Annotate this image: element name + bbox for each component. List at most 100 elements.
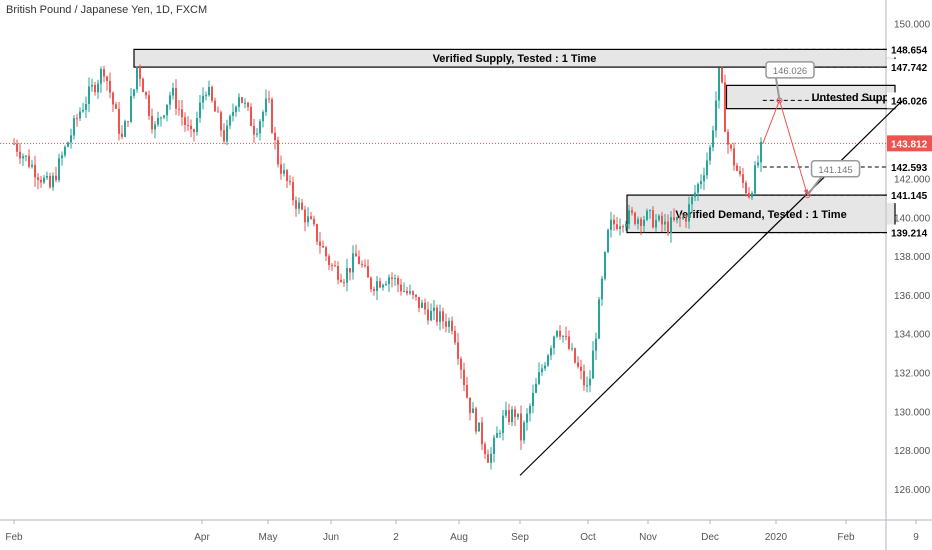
candle-body	[391, 277, 393, 279]
candle-body	[283, 170, 285, 174]
candle-body	[112, 92, 114, 105]
candle-body	[175, 87, 177, 109]
candle-body	[13, 143, 15, 145]
candle-body	[334, 265, 336, 267]
candle-body	[412, 291, 414, 295]
candle-body	[232, 112, 234, 116]
candle-body	[256, 133, 258, 135]
level-label: 142.593	[891, 163, 928, 174]
chart-title: British Pound / Japanese Yen, 1D, FXCM	[6, 4, 208, 16]
x-tick-label: Apr	[194, 532, 210, 543]
candle-body	[97, 83, 99, 93]
candle-body	[361, 263, 363, 266]
candle-body	[229, 115, 231, 126]
candle-body	[514, 409, 516, 417]
candle-body	[76, 118, 78, 120]
candle-body	[475, 408, 477, 432]
y-tick-label: 150.000	[894, 19, 931, 30]
candle-body	[181, 109, 183, 118]
candle-body	[574, 348, 576, 363]
candle-body	[136, 67, 138, 90]
candle-body	[376, 281, 378, 291]
candle-body	[379, 281, 381, 288]
candle-body	[160, 117, 162, 119]
candle-body	[607, 229, 609, 253]
candle-body	[370, 277, 372, 290]
candle-body	[640, 219, 642, 226]
zone-label: Untested Supply	[812, 92, 900, 104]
candle-body	[31, 164, 33, 167]
candle-body	[307, 216, 309, 223]
level-tag	[887, 187, 932, 204]
candle-body	[748, 193, 750, 198]
candle-body	[715, 100, 717, 131]
candle-body	[46, 176, 48, 178]
candle-body	[595, 338, 597, 351]
candle-body	[508, 410, 510, 423]
candle-body	[691, 196, 693, 205]
candle-body	[625, 223, 627, 227]
callout-label: 141.145	[818, 165, 852, 176]
candle-body	[487, 454, 489, 463]
candle-body	[631, 210, 633, 213]
candle-body	[118, 108, 120, 134]
candle-body	[751, 193, 753, 198]
y-tick-label: 142.000	[894, 175, 931, 186]
candle-body	[526, 413, 528, 423]
candle-body	[139, 67, 141, 79]
candle-body	[694, 192, 696, 197]
candle-body	[400, 284, 402, 292]
candle-body	[106, 76, 108, 81]
candle-body	[757, 162, 759, 166]
candle-body	[49, 176, 51, 188]
candle-body	[277, 140, 279, 165]
candle-body	[661, 215, 663, 225]
candle-body	[448, 320, 450, 327]
candle-body	[325, 247, 327, 257]
candle-body	[496, 433, 498, 438]
candle-body	[760, 141, 762, 163]
x-tick-label: Nov	[639, 532, 657, 543]
current-price-tag	[887, 135, 932, 152]
candle-body	[649, 210, 651, 212]
candle-body	[709, 147, 711, 161]
candle-body	[754, 165, 756, 194]
candle-body	[724, 82, 726, 132]
candle-body	[736, 165, 738, 171]
candle-body	[103, 69, 105, 77]
candle-body	[616, 224, 618, 229]
callout-label: 146.026	[773, 66, 807, 77]
candle-body	[730, 144, 732, 149]
candle-body	[430, 310, 432, 321]
candle-body	[271, 99, 273, 133]
candle-body	[544, 365, 546, 369]
candle-body	[259, 121, 261, 134]
candle-body	[520, 413, 522, 441]
candle-body	[64, 146, 66, 156]
level-label: 141.145	[891, 191, 928, 202]
candle-body	[418, 296, 420, 308]
candle-body	[577, 362, 579, 367]
x-tick-label: 2020	[765, 532, 788, 543]
y-tick-label: 134.000	[894, 330, 931, 341]
candle-body	[367, 266, 369, 278]
candle-body	[670, 217, 672, 234]
candle-body	[58, 158, 60, 181]
candle-body	[604, 252, 606, 279]
callout-pointer	[775, 77, 781, 101]
candle-body	[133, 89, 135, 97]
candle-body	[82, 109, 84, 112]
candle-body	[109, 80, 111, 93]
candle-body	[586, 385, 588, 387]
candle-body	[319, 241, 321, 246]
candle-body	[535, 383, 537, 393]
candle-body	[100, 69, 102, 84]
y-tick-label: 136.000	[894, 291, 931, 302]
candle-body	[721, 67, 723, 83]
candle-body	[700, 181, 702, 185]
candle-body	[652, 210, 654, 228]
candle-body	[439, 311, 441, 322]
candle-body	[547, 355, 549, 366]
candle-body	[187, 125, 189, 127]
